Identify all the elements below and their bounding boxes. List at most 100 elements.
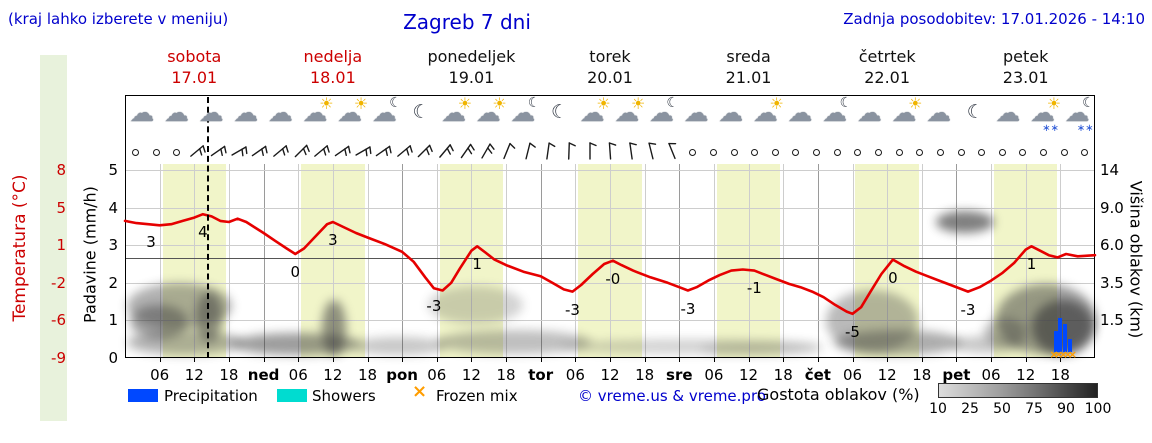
last-updated: Zadnja posodobitev: 17.01.2026 - 14:10 bbox=[843, 10, 1145, 28]
weather-icon-sun-cloud: ☀ ☁ bbox=[438, 94, 472, 129]
wind-calm-icon bbox=[730, 149, 738, 156]
cloud-icon: ☁ bbox=[1064, 98, 1090, 127]
wind-barb-icon bbox=[621, 141, 641, 161]
weather-icon-moon-cloud: ☾ ☁ bbox=[646, 95, 679, 129]
x-tick-label: 18 bbox=[496, 366, 516, 384]
x-tick-label: 12 bbox=[461, 366, 481, 384]
weather-icon-sun-cloud: ☀ ☁ bbox=[577, 94, 611, 129]
wind-barb-icon bbox=[311, 141, 331, 161]
density-tick-label: 90 bbox=[1057, 401, 1075, 417]
wind-barb-icon bbox=[208, 141, 228, 161]
moon-icon: ☾ bbox=[412, 101, 430, 123]
weather-icon-sun-cloud: ☀ ☁ bbox=[750, 94, 784, 129]
x-tick-label: 06 bbox=[981, 366, 1001, 384]
weather-icon-moon: ☾ bbox=[958, 99, 990, 129]
snow-icon: ∗∗ bbox=[1076, 123, 1094, 134]
x-tick-label: 12 bbox=[184, 366, 204, 384]
moon-icon: ☾ bbox=[839, 95, 853, 111]
cloud-icon: ☁ bbox=[441, 98, 467, 127]
x-tick-label: 18 bbox=[219, 366, 239, 384]
axis-tick-mark bbox=[263, 358, 265, 362]
cloud-icon: ☁ bbox=[302, 98, 328, 127]
weather-icon-sun-cloud: ☀ ☁ bbox=[611, 94, 645, 129]
cloud-density-blob bbox=[560, 339, 825, 354]
day-date: 19.01 bbox=[448, 68, 495, 87]
wind-barb-icon bbox=[497, 141, 517, 161]
temp-value-label: -3 bbox=[426, 297, 442, 316]
weather-icon-sun-cloud: ☀ ☁ bbox=[300, 94, 334, 129]
wind-barb-icon bbox=[456, 141, 476, 161]
day-name: ponedeljek bbox=[427, 47, 516, 66]
cloud-icon: ☁ bbox=[995, 98, 1021, 127]
temp-value-label: 3 bbox=[328, 230, 338, 249]
wind-calm-icon bbox=[978, 149, 986, 156]
cloud-icon: ☁ bbox=[371, 98, 397, 127]
x-tick-label: 18 bbox=[1050, 366, 1070, 384]
moon-icon: ☾ bbox=[1082, 95, 1095, 111]
day-date: 20.01 bbox=[587, 68, 633, 87]
axis-tick-mark bbox=[991, 358, 993, 362]
weather-icon-sun-cloud-snow: ☀ ☁ ∗∗ bbox=[1027, 94, 1061, 134]
day-name: torek bbox=[589, 47, 631, 66]
temp-tick-label: -6 bbox=[51, 311, 66, 330]
wind-barb-icon bbox=[291, 141, 311, 161]
cloud-tick-label: 14 bbox=[1100, 161, 1120, 179]
cloud-density-blob bbox=[700, 343, 820, 355]
wind-calm-icon bbox=[751, 149, 759, 156]
now-line bbox=[206, 97, 209, 358]
cloud-density-blob bbox=[436, 330, 591, 354]
cloud-icon: ☁ bbox=[510, 98, 536, 127]
axis-tick-mark bbox=[1060, 358, 1062, 362]
sun-icon: ☀ bbox=[457, 94, 473, 113]
weather-icon-cloud: ☁ bbox=[854, 99, 886, 129]
weather-icon-cloud: ☁ bbox=[715, 99, 747, 129]
sun-icon: ☀ bbox=[353, 94, 369, 113]
frozen-mix-mark: × bbox=[1049, 348, 1059, 361]
axis-tick-mark bbox=[194, 358, 196, 362]
precipitation-bar bbox=[1053, 331, 1058, 352]
wind-calm-icon bbox=[998, 149, 1006, 156]
temp-tick-label: 1 bbox=[56, 236, 66, 255]
cloud-tick-label: 1.5 bbox=[1100, 311, 1124, 330]
wind-calm-icon bbox=[709, 149, 717, 156]
x-tick-label: 18 bbox=[912, 366, 932, 384]
weather-icon-moon-cloud: ☾ ☁ bbox=[507, 95, 540, 129]
copyright-link[interactable]: © vreme.us & vreme.pro bbox=[578, 387, 766, 405]
grid-line-horizontal bbox=[125, 170, 1095, 171]
axis-tick-mark bbox=[159, 358, 161, 362]
wind-calm-icon bbox=[132, 149, 139, 156]
cloud-icon: ☁ bbox=[648, 98, 674, 127]
day-name: sobota bbox=[167, 47, 222, 66]
weather-icon-moon-cloud: ☾ ☁ bbox=[369, 95, 402, 129]
axis-tick-mark bbox=[610, 358, 611, 362]
moon-icon: ☾ bbox=[551, 101, 569, 123]
showers-swatch bbox=[277, 389, 307, 402]
cloud-density-label: Gostota oblakov (%) bbox=[757, 385, 920, 404]
weather-icon-moon-cloud: ☾ ☁ bbox=[819, 95, 852, 129]
day-name: petek bbox=[1003, 47, 1049, 66]
axis-tick-mark bbox=[332, 358, 334, 362]
weather-icon-moon-cloud-snow: ☾ ☁ ∗∗ bbox=[1062, 95, 1095, 134]
temp-value-label: -3 bbox=[680, 299, 696, 318]
cloud-icon: ☁ bbox=[198, 98, 224, 127]
precip-tick-label: 5 bbox=[108, 161, 118, 179]
density-tick-label: 100 bbox=[1084, 401, 1112, 417]
wind-barb-icon bbox=[353, 141, 373, 161]
frozen-mix-mark: × bbox=[1067, 348, 1078, 361]
day-date: 17.01 bbox=[171, 68, 218, 87]
day-name: sreda bbox=[726, 47, 771, 66]
sun-icon: ☀ bbox=[908, 94, 923, 113]
axis-tick-mark bbox=[540, 358, 542, 362]
x-tick-label: čet bbox=[804, 366, 831, 384]
precipitation-bar bbox=[1062, 323, 1067, 352]
wind-barb-icon bbox=[600, 141, 620, 161]
cloud-icon: ☁ bbox=[856, 98, 882, 127]
wind-barb-icon bbox=[249, 141, 269, 161]
cloud-icon: ☁ bbox=[337, 98, 363, 127]
cloud-icon: ☁ bbox=[787, 98, 813, 127]
density-tick-label: 75 bbox=[1025, 401, 1043, 417]
wind-barb-icon bbox=[538, 141, 558, 161]
x-tick-label: 18 bbox=[773, 366, 793, 384]
wind-barb-icon bbox=[373, 141, 393, 161]
temp-value-label: 0 bbox=[888, 268, 898, 287]
